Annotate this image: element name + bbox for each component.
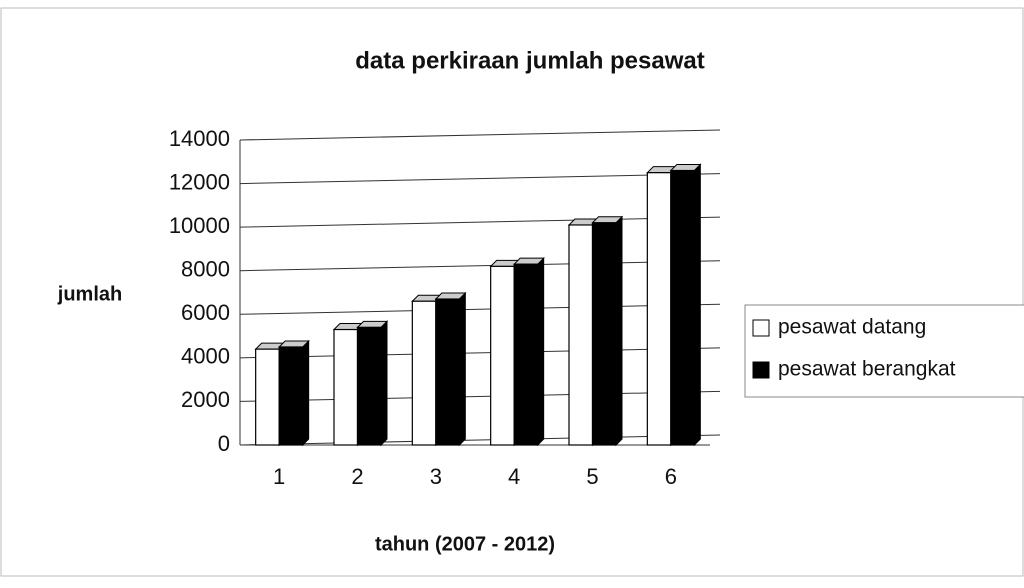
y-axis-label: jumlah <box>57 283 122 305</box>
x-axis-label: tahun (2007 - 2012) <box>375 533 555 555</box>
bar <box>334 330 358 445</box>
x-tick-label: 1 <box>273 464 285 489</box>
bar-top <box>671 165 701 171</box>
bar-top <box>436 293 466 299</box>
bar-top <box>358 321 388 327</box>
bar-top <box>593 217 623 223</box>
bar <box>436 299 460 445</box>
bar-side <box>381 321 387 445</box>
y-tick-label: 0 <box>218 431 230 456</box>
legend-label: pesawat datang <box>778 316 926 339</box>
legend-swatch <box>753 362 769 378</box>
bar <box>279 347 303 445</box>
y-tick-label: 4000 <box>181 344 230 369</box>
bar-side <box>616 217 622 445</box>
x-tick-label: 4 <box>508 464 520 489</box>
y-tick-label: 14000 <box>169 126 230 151</box>
y-tick-label: 12000 <box>169 169 230 194</box>
bar <box>514 264 538 445</box>
bar-top <box>514 258 544 264</box>
bar <box>593 223 617 445</box>
bar <box>412 301 436 445</box>
bar <box>671 171 695 446</box>
bar <box>647 173 671 445</box>
x-tick-label: 2 <box>351 464 363 489</box>
y-tick-label: 8000 <box>181 257 230 282</box>
legend-swatch <box>753 320 769 336</box>
bar-top <box>279 341 309 347</box>
bar-side <box>538 258 544 445</box>
chart-title: data perkiraan jumlah pesawat <box>355 47 704 74</box>
bar <box>256 349 280 445</box>
bar-side <box>694 165 700 446</box>
bar <box>491 266 514 445</box>
legend-label: pesawat berangkat <box>778 358 956 381</box>
chart: data perkiraan jumlah pesawat jumlah tah… <box>0 0 1024 588</box>
x-tick-label: 3 <box>430 464 442 489</box>
bar <box>358 327 382 445</box>
y-tick-label: 2000 <box>181 387 230 412</box>
grid-line <box>240 130 720 140</box>
bar <box>569 225 593 445</box>
x-tick-label: 5 <box>586 464 598 489</box>
bar-side <box>459 293 465 445</box>
bar-side <box>303 341 309 445</box>
x-tick-label: 6 <box>665 464 677 489</box>
y-tick-label: 6000 <box>181 300 230 325</box>
y-tick-label: 10000 <box>169 213 230 238</box>
